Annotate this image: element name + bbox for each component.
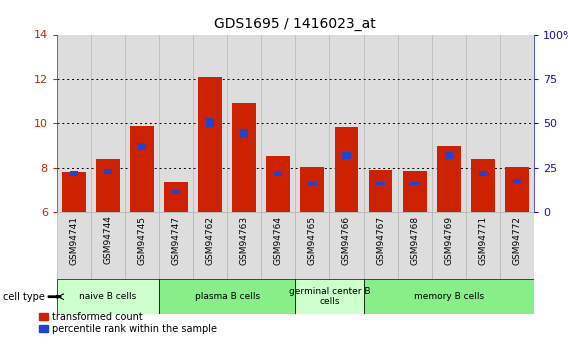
Text: GSM94764: GSM94764 xyxy=(274,216,283,265)
Bar xyxy=(445,152,453,159)
Text: naive B cells: naive B cells xyxy=(80,292,136,301)
FancyBboxPatch shape xyxy=(364,212,398,279)
FancyBboxPatch shape xyxy=(466,212,500,279)
Bar xyxy=(70,171,78,176)
Bar xyxy=(206,118,214,127)
FancyBboxPatch shape xyxy=(57,212,91,279)
FancyBboxPatch shape xyxy=(261,212,295,279)
FancyBboxPatch shape xyxy=(193,212,227,279)
Bar xyxy=(104,169,112,174)
FancyBboxPatch shape xyxy=(432,212,466,279)
Text: GSM94767: GSM94767 xyxy=(376,216,385,265)
Bar xyxy=(432,34,466,212)
Text: GSM94769: GSM94769 xyxy=(444,216,453,265)
FancyBboxPatch shape xyxy=(329,212,364,279)
Title: GDS1695 / 1416023_at: GDS1695 / 1416023_at xyxy=(215,17,376,31)
Text: GSM94747: GSM94747 xyxy=(172,216,181,265)
Bar xyxy=(500,34,534,212)
Bar xyxy=(437,146,461,212)
Bar xyxy=(377,182,385,185)
Bar xyxy=(329,34,364,212)
Bar xyxy=(411,182,419,185)
Text: GSM94768: GSM94768 xyxy=(410,216,419,265)
Bar xyxy=(57,34,91,212)
Bar xyxy=(513,179,521,183)
Bar xyxy=(125,34,159,212)
Bar xyxy=(274,171,282,176)
FancyBboxPatch shape xyxy=(57,279,159,314)
Text: GSM94762: GSM94762 xyxy=(206,216,215,265)
Bar xyxy=(91,34,125,212)
Text: GSM94765: GSM94765 xyxy=(308,216,317,265)
Bar xyxy=(343,152,350,159)
Bar xyxy=(138,143,146,150)
Bar xyxy=(364,34,398,212)
Bar xyxy=(335,127,358,212)
Bar xyxy=(96,159,120,212)
Bar xyxy=(505,167,529,212)
FancyBboxPatch shape xyxy=(91,212,125,279)
Bar xyxy=(295,34,329,212)
Text: GSM94744: GSM94744 xyxy=(103,216,112,264)
Bar xyxy=(172,190,180,194)
FancyBboxPatch shape xyxy=(227,212,261,279)
Bar xyxy=(240,129,248,138)
Text: GSM94741: GSM94741 xyxy=(69,216,78,265)
Bar xyxy=(159,34,193,212)
Bar xyxy=(164,182,188,212)
Bar xyxy=(403,171,427,212)
Text: germinal center B
cells: germinal center B cells xyxy=(289,287,370,306)
Bar xyxy=(398,34,432,212)
Bar xyxy=(308,182,316,185)
Legend: transformed count, percentile rank within the sample: transformed count, percentile rank withi… xyxy=(39,312,216,334)
FancyBboxPatch shape xyxy=(295,212,329,279)
Bar xyxy=(198,77,222,212)
Bar xyxy=(232,104,256,212)
Bar xyxy=(300,167,324,212)
Bar xyxy=(471,159,495,212)
Bar xyxy=(466,34,500,212)
Text: memory B cells: memory B cells xyxy=(414,292,484,301)
Bar xyxy=(62,172,86,212)
Text: cell type: cell type xyxy=(3,292,45,302)
FancyBboxPatch shape xyxy=(500,212,534,279)
Bar xyxy=(193,34,227,212)
Text: GSM94766: GSM94766 xyxy=(342,216,351,265)
Bar xyxy=(266,156,290,212)
Bar xyxy=(227,34,261,212)
Bar xyxy=(261,34,295,212)
FancyBboxPatch shape xyxy=(295,279,364,314)
Text: plasma B cells: plasma B cells xyxy=(195,292,260,301)
FancyBboxPatch shape xyxy=(125,212,159,279)
Text: GSM94763: GSM94763 xyxy=(240,216,249,265)
Bar xyxy=(479,171,487,176)
FancyBboxPatch shape xyxy=(159,212,193,279)
Text: GSM94745: GSM94745 xyxy=(137,216,147,265)
FancyBboxPatch shape xyxy=(364,279,534,314)
Text: GSM94771: GSM94771 xyxy=(478,216,487,265)
FancyBboxPatch shape xyxy=(398,212,432,279)
Bar xyxy=(369,170,392,212)
FancyBboxPatch shape xyxy=(159,279,295,314)
Bar xyxy=(130,126,154,212)
Text: GSM94772: GSM94772 xyxy=(512,216,521,265)
